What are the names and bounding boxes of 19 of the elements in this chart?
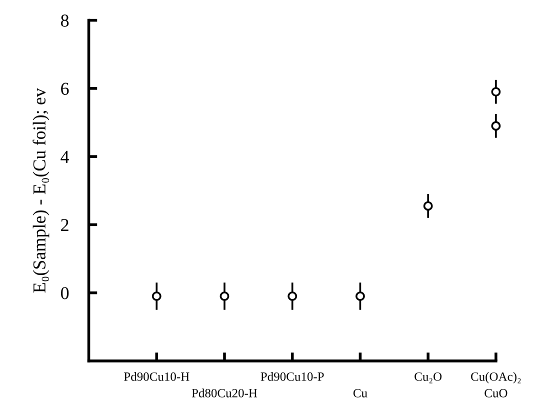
y-axis-title: E₀(Sample) - E₀(Cu foil); ev	[32, 88, 50, 293]
x-tick-label: Cu₂O	[414, 372, 442, 384]
y-tick-label: 4	[60, 150, 70, 163]
y-tick-label: 0	[60, 287, 69, 300]
point	[491, 121, 501, 131]
point	[355, 291, 365, 301]
point	[288, 291, 298, 301]
x-tick-label: Cu	[353, 388, 368, 398]
y-tick-label: 6	[61, 82, 69, 95]
point	[423, 201, 433, 211]
x-tick-label: Cu(OAc)₂ CuO	[471, 372, 521, 398]
x-tick-label: Pd90Cu10-P	[260, 372, 324, 381]
point	[491, 87, 501, 97]
point	[220, 291, 230, 301]
y-tick-label: 2	[61, 218, 68, 231]
x-tick-label: Pd80Cu20-H	[192, 388, 258, 398]
y-tick-label: 8	[60, 14, 69, 27]
point	[152, 291, 162, 301]
x-tick-label: Pd90Cu10-H	[124, 372, 190, 381]
